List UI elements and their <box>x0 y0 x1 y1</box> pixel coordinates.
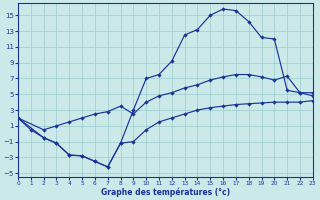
X-axis label: Graphe des températures (°c): Graphe des températures (°c) <box>101 187 230 197</box>
